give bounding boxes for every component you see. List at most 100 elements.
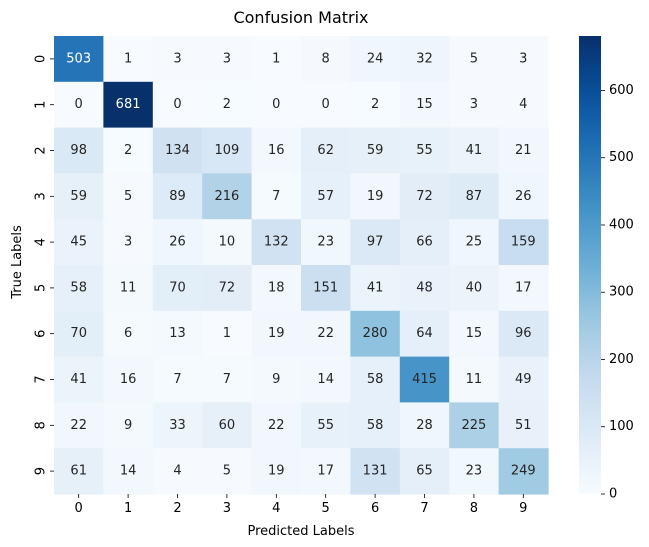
y-tick-label-9: 9 <box>34 467 49 475</box>
cell-value-2-3: 109 <box>214 143 239 158</box>
y-axis-label: True Labels <box>10 225 25 300</box>
heatmap-cell-6-9 <box>498 310 549 358</box>
cell-value-6-9: 96 <box>515 326 532 341</box>
cell-value-5-0: 58 <box>70 280 87 295</box>
cell-value-1-4: 0 <box>272 97 280 112</box>
heatmap-cell-0-5 <box>301 36 351 83</box>
heatmap-cell-9-4 <box>251 448 302 495</box>
heatmap-cell-5-8 <box>449 265 500 312</box>
heatmap-cell-6-1 <box>103 310 154 358</box>
x-tick-label-0: 0 <box>75 501 83 516</box>
heatmap-cell-1-8 <box>449 81 500 129</box>
colorbar-tick-label-1: 100 <box>609 419 634 434</box>
cell-value-7-5: 14 <box>317 372 334 387</box>
heatmap-cell-0-7 <box>399 36 450 83</box>
heatmap-cell-0-0 <box>54 36 104 83</box>
colorbar-tick-label-0: 0 <box>609 487 617 502</box>
heatmap-cell-8-4 <box>251 402 302 449</box>
x-tick-label-2: 2 <box>173 501 181 516</box>
heatmap-cell-1-3 <box>202 81 253 129</box>
heatmap-cell-3-0 <box>54 173 104 220</box>
cell-value-4-9: 159 <box>511 235 536 250</box>
heatmap-cell-7-6 <box>350 356 401 403</box>
colorbar-tick-label-5: 500 <box>609 150 634 165</box>
cell-value-7-3: 7 <box>223 372 231 387</box>
heatmap-cell-1-7 <box>399 81 450 129</box>
heatmap-cell-6-6 <box>350 310 401 358</box>
cell-value-6-3: 1 <box>223 326 231 341</box>
y-axis-ticks: 0 1 2 3 4 5 6 7 8 9 <box>34 55 54 475</box>
cell-value-1-6: 2 <box>371 97 379 112</box>
heatmap-cell-4-2 <box>152 219 203 266</box>
heatmap-cell-9-5 <box>301 448 351 495</box>
heatmap-cell-6-7 <box>399 310 450 358</box>
cell-value-3-8: 87 <box>466 189 483 204</box>
cell-value-4-4: 132 <box>264 235 289 250</box>
x-tick-label-6: 6 <box>371 501 379 516</box>
heatmap-cell-1-1 <box>103 81 154 129</box>
y-tick-label-5: 5 <box>34 284 49 292</box>
cell-value-5-3: 72 <box>219 280 236 295</box>
cell-value-2-2: 134 <box>165 143 190 158</box>
heatmap-cell-7-1 <box>103 356 154 403</box>
cell-value-0-4: 1 <box>272 51 280 66</box>
heatmap-cell-8-5 <box>301 402 351 449</box>
heatmap-cell-2-8 <box>449 127 500 174</box>
heatmap-cell-5-5 <box>301 265 351 312</box>
heatmap-cell-3-8 <box>449 173 500 220</box>
cell-value-1-5: 0 <box>322 97 330 112</box>
cell-value-2-5: 62 <box>317 143 334 158</box>
cell-value-9-6: 131 <box>363 464 388 479</box>
heatmap-cell-8-6 <box>350 402 401 449</box>
heatmap-cell-9-7 <box>399 448 450 495</box>
cell-value-4-8: 25 <box>466 235 483 250</box>
cell-value-4-0: 45 <box>70 235 87 250</box>
cell-value-4-7: 66 <box>416 235 433 250</box>
cell-value-0-1: 1 <box>124 51 132 66</box>
heatmap-cell-7-5 <box>301 356 351 403</box>
cell-value-5-8: 40 <box>466 280 483 295</box>
x-tick-label-9: 9 <box>519 501 527 516</box>
heatmap-cell-5-7 <box>399 265 450 312</box>
cell-value-6-0: 70 <box>70 326 87 341</box>
cell-value-4-1: 3 <box>124 235 132 250</box>
cell-value-8-6: 58 <box>367 418 384 433</box>
heatmap-cell-4-0 <box>54 219 104 266</box>
heatmap-cell-0-2 <box>152 36 203 83</box>
cell-value-7-6: 58 <box>367 372 384 387</box>
heatmap-cell-4-6 <box>350 219 401 266</box>
cell-value-0-6: 24 <box>367 51 384 66</box>
heatmap-cell-7-8 <box>449 356 500 403</box>
x-tick-label-5: 5 <box>322 501 330 516</box>
cell-value-9-4: 19 <box>268 464 285 479</box>
heatmap-cell-5-6 <box>350 265 401 312</box>
heatmap-cell-4-7 <box>399 219 450 266</box>
heatmap-cell-3-9 <box>498 173 549 220</box>
cell-value-6-7: 64 <box>416 326 433 341</box>
cell-value-4-5: 23 <box>317 235 334 250</box>
cell-value-7-2: 7 <box>173 372 181 387</box>
heatmap-cell-7-2 <box>152 356 203 403</box>
cell-value-5-9: 17 <box>515 280 532 295</box>
cell-value-5-2: 70 <box>169 280 186 295</box>
colorbar-gradient <box>579 36 601 494</box>
cell-value-8-0: 22 <box>70 418 87 433</box>
heatmap-cell-2-3 <box>202 127 253 174</box>
cell-value-6-4: 19 <box>268 326 285 341</box>
heatmap-cell-0-8 <box>449 36 500 83</box>
cell-value-3-2: 89 <box>169 189 186 204</box>
heatmap-cell-5-9 <box>498 265 549 312</box>
y-tick-label-6: 6 <box>34 330 49 338</box>
x-tick-label-4: 4 <box>272 501 280 516</box>
cell-value-6-8: 15 <box>466 326 483 341</box>
cell-value-7-7: 415 <box>412 372 437 387</box>
cell-value-0-7: 32 <box>416 51 433 66</box>
cell-value-2-1: 2 <box>124 143 132 158</box>
cell-value-0-3: 3 <box>223 51 231 66</box>
heatmap-cell-1-2 <box>152 81 203 129</box>
heatmap-cell-6-0 <box>54 310 104 358</box>
heatmap-cell-0-3 <box>202 36 253 83</box>
cell-value-9-1: 14 <box>120 464 137 479</box>
cell-value-3-9: 26 <box>515 189 532 204</box>
